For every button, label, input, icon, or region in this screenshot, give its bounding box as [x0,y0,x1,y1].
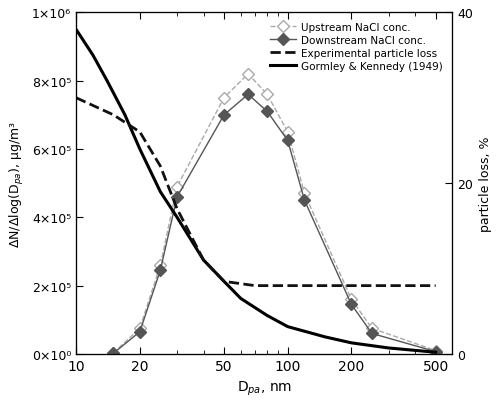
Y-axis label: particle loss, %: particle loss, % [478,136,492,231]
X-axis label: D$_{pa}$, nm: D$_{pa}$, nm [236,378,292,396]
Legend: Upstream NaCl conc., Downstream NaCl conc., Experimental particle loss, Gormley : Upstream NaCl conc., Downstream NaCl con… [266,19,447,76]
Y-axis label: ΔN/Δlog(D$_{pa}$), μg/m³: ΔN/Δlog(D$_{pa}$), μg/m³ [8,120,26,247]
